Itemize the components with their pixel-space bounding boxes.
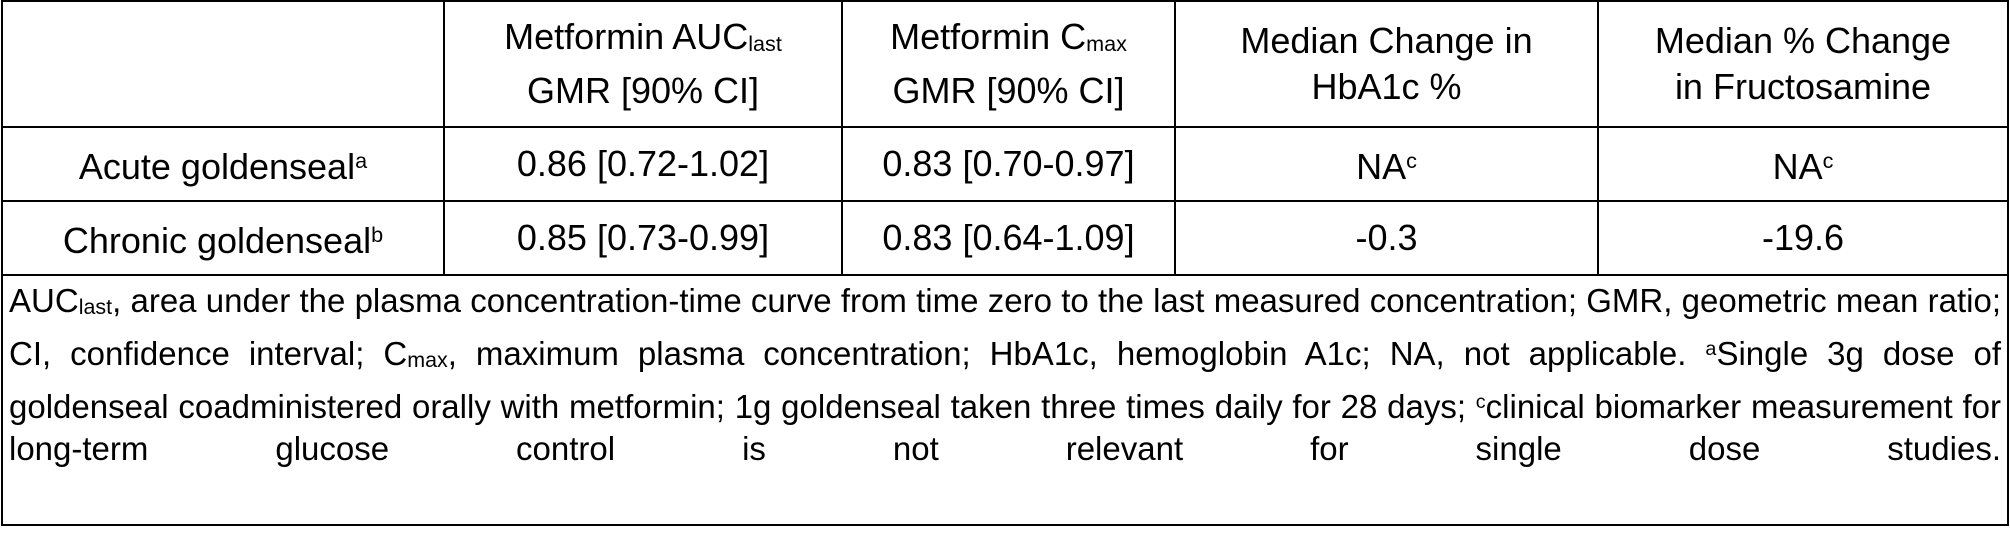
cell-text: Median Change in: [1240, 20, 1533, 61]
data-cell: 0.83 [0.64-1.09]: [841, 200, 1176, 276]
cell-text: NA: [1356, 145, 1407, 187]
data-cell: NAc: [1597, 126, 2009, 202]
data-cell: -0.3: [1174, 200, 1599, 276]
data-cell: 0.83 [0.70-0.97]: [841, 126, 1176, 202]
cell-text: Chronic goldenseal: [62, 219, 372, 261]
cell-text: in Fructosamine: [1674, 66, 1932, 107]
footnote-row: AUClast, area under the plasma concentra…: [1, 274, 2009, 526]
footnote: AUClast, area under the plasma concentra…: [1, 274, 2009, 526]
cell-text: Median % Change: [1654, 20, 1952, 61]
data-cell: 0.85 [0.73-0.99]: [443, 200, 843, 276]
cell-text: Single 3g dose of goldenseal coadministe…: [9, 335, 2001, 426]
header-row: Metformin AUClast GMR [90% CI] Metformin C…: [1, 0, 2009, 128]
cell-text: 0.85 [0.73-0.99]: [516, 217, 770, 258]
cell-text: Metformin AUC: [504, 16, 749, 58]
data-cell: -19.6: [1597, 200, 2009, 276]
header-cell: Median Change in HbA1c %: [1174, 0, 1599, 128]
data-cell: 0.86 [0.72-1.02]: [443, 126, 843, 202]
superscript: b: [371, 222, 384, 248]
header-cell: [1, 0, 445, 128]
cell-text: Acute goldenseal: [78, 145, 356, 187]
cell-text: 0.83 [0.70-0.97]: [882, 143, 1135, 184]
cell-text: NA: [1772, 145, 1823, 187]
cell-text: -0.3: [1355, 217, 1418, 258]
superscript: a: [355, 148, 368, 174]
subscript: max: [1086, 31, 1127, 57]
cell-text: HbA1c %: [1311, 66, 1462, 107]
subscript: max: [407, 348, 448, 373]
subscript: last: [78, 295, 113, 320]
cell-text: , maximum plasma concentration; HbA1c, h…: [447, 335, 1706, 373]
cell-text: , area under the plasma concentration-ti…: [9, 282, 2001, 373]
data-row: Acute goldenseala 0.86 [0.72-1.02] 0.83 [0…: [1, 126, 2009, 202]
superscript: c: [1475, 391, 1486, 414]
superscript: a: [1705, 338, 1717, 361]
cell-text: GMR [90% CI]: [892, 69, 1125, 111]
cell-text: -19.6: [1761, 217, 1845, 258]
data-cell: NAc: [1174, 126, 1599, 202]
cell-text: 0.86 [0.72-1.02]: [516, 143, 770, 184]
superscript: c: [1822, 148, 1834, 174]
cell-text: AUC: [9, 282, 79, 319]
row-label: Acute goldenseala: [1, 126, 445, 202]
row-label: Chronic goldensealb: [1, 200, 445, 276]
data-table: Metformin AUClast GMR [90% CI] Metformin C…: [1, 0, 2009, 526]
header-cell: Metformin AUClast GMR [90% CI]: [443, 0, 843, 128]
subscript: last: [748, 31, 782, 57]
cell-text: Metformin C: [890, 16, 1087, 58]
cell-text: GMR [90% CI]: [526, 69, 760, 111]
superscript: c: [1406, 148, 1417, 174]
data-row: Chronic goldensealb 0.85 [0.73-0.99] 0.83 …: [1, 200, 2009, 276]
cell-text: clinical biomarker measurement for long-…: [9, 388, 2001, 468]
cell-text: 0.83 [0.64-1.09]: [882, 217, 1135, 258]
header-cell: Median % Change in Fructosamine: [1597, 0, 2009, 128]
header-cell: Metformin Cmax GMR [90% CI]: [841, 0, 1176, 128]
